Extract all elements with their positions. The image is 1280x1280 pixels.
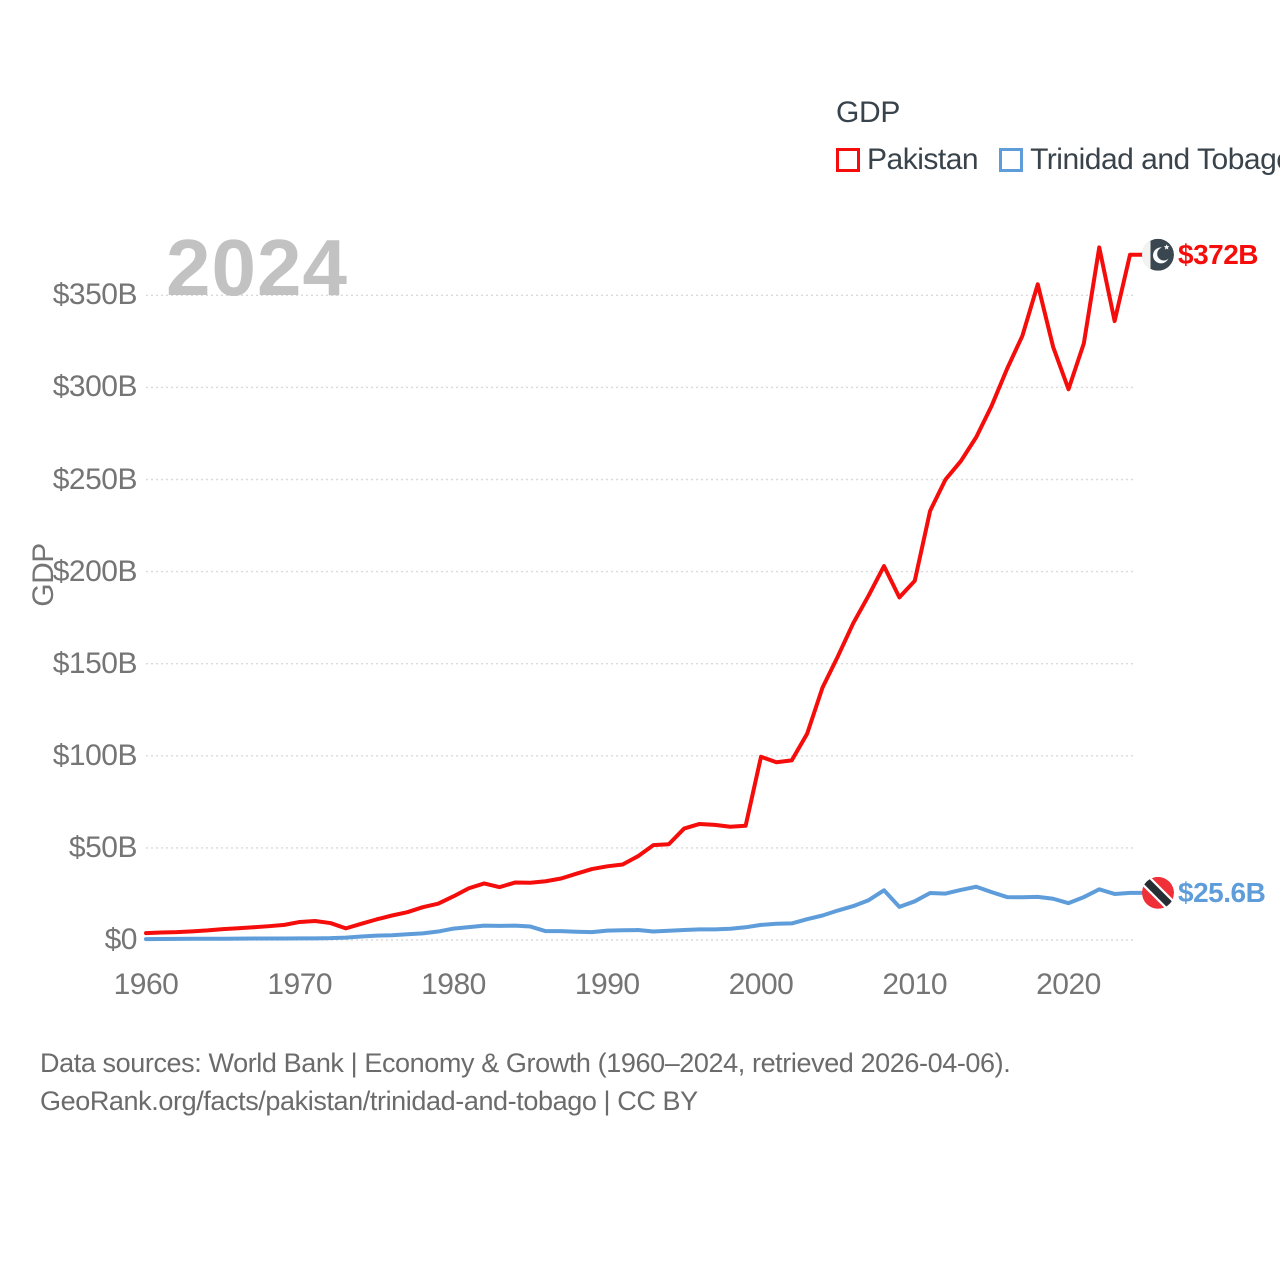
trinidad-and-tobago-flag-icon <box>1142 876 1174 909</box>
y-tick-label: $250B <box>52 462 138 496</box>
y-tick-label: $200B <box>52 554 138 588</box>
trinidad-and-tobago-swatch-icon <box>999 148 1024 172</box>
footer-data-sources: Data sources: World Bank | Economy & Gro… <box>40 1048 1011 1078</box>
y-tick-label: $150B <box>52 646 138 680</box>
y-tick-label: $50B <box>68 830 138 864</box>
pakistan-flag-icon <box>1142 238 1174 271</box>
legend-title: GDP <box>836 96 901 129</box>
legend-label-trinidad-and-tobago: Trinidad and Tobago <box>1030 143 1280 176</box>
legend-item-pakistan[interactable]: Pakistan <box>836 143 979 177</box>
y-tick-label: $350B <box>52 278 138 312</box>
x-tick-label: 2020 <box>1036 968 1101 1001</box>
footer-georank-url: GeoRank.org/facts/pakistan/trinidad-and-… <box>40 1086 698 1116</box>
y-tick-label: $100B <box>52 738 138 772</box>
legend-item-trinidad-and-tobago[interactable]: Trinidad and Tobago <box>999 143 1280 177</box>
pakistan-swatch-icon <box>836 148 860 172</box>
x-tick-label: 1990 <box>574 968 640 1001</box>
x-tick-label: 2010 <box>882 968 948 1001</box>
legend-items: Pakistan Trinidad and Tobago <box>836 143 1280 177</box>
watermark-year: 2024 <box>166 223 348 312</box>
x-tick-label: 1960 <box>113 968 179 1001</box>
trinidad-end-value-label: $25.6B <box>1178 876 1266 908</box>
y-tick-label: $300B <box>52 370 138 404</box>
footer-credits: Data sources: World Bank | Economy & Gro… <box>40 1044 1011 1120</box>
pakistan-end-value-label: $372B <box>1178 238 1259 270</box>
x-tick-label: 1970 <box>267 968 333 1001</box>
y-tick-label: $0 <box>104 923 138 956</box>
x-tick-label: 1980 <box>421 968 486 1001</box>
series-line-trinidad-and-tobago[interactable] <box>144 884 1160 942</box>
legend: GDP Pakistan Trinidad and Tobago <box>836 96 1280 177</box>
x-tick-label: 2000 <box>728 968 794 1001</box>
legend-label-pakistan: Pakistan <box>867 143 979 176</box>
series-line-pakistan[interactable] <box>144 245 1160 936</box>
